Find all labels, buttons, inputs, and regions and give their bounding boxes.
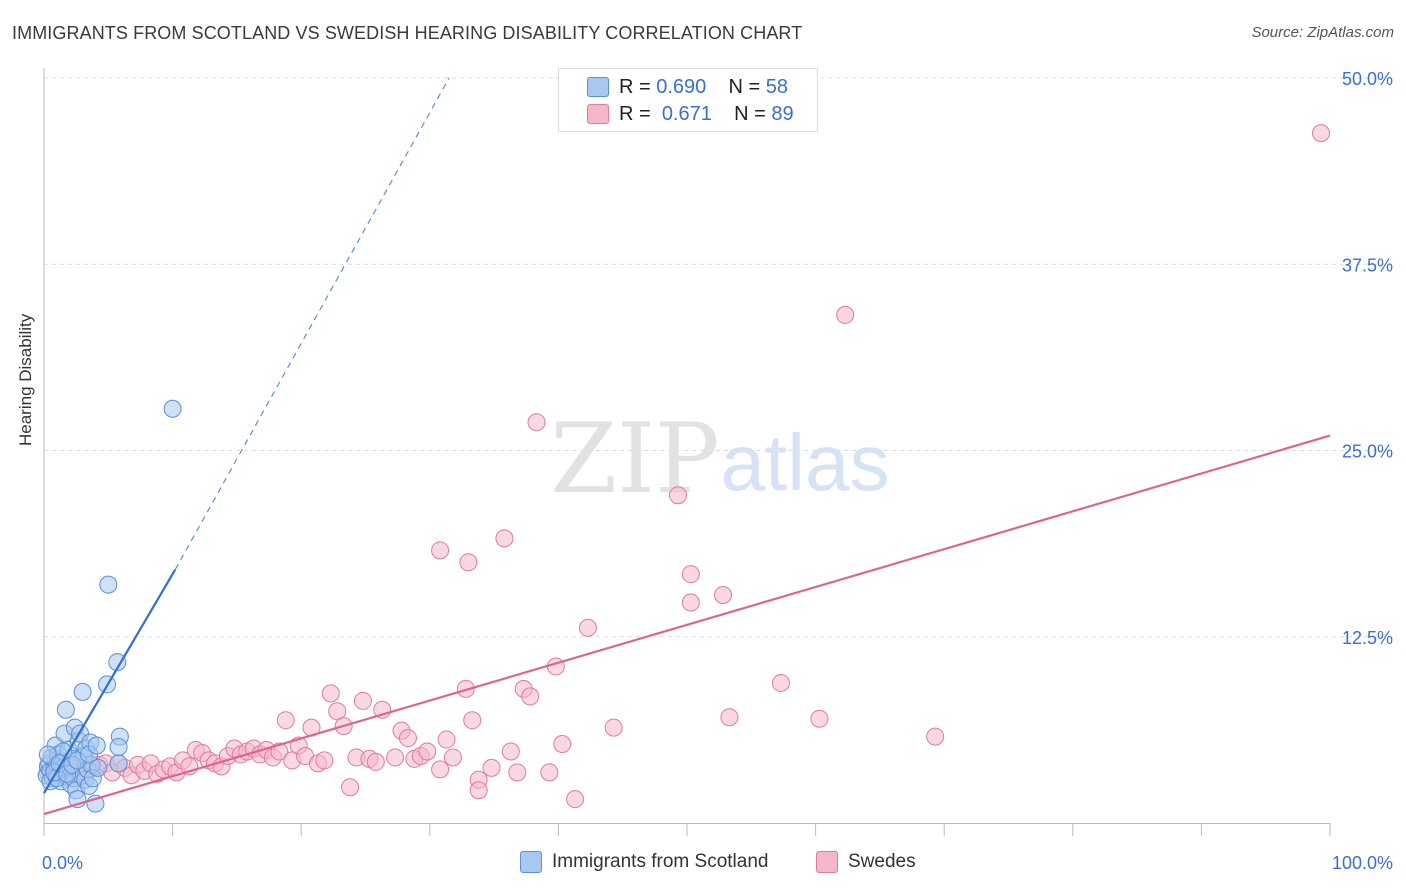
tick-labels: 12.5% 25.0% 37.5% 50.0% 0.0% 100.0% bbox=[42, 69, 1393, 873]
swedes-point bbox=[437, 730, 456, 749]
scotland-point bbox=[89, 758, 108, 777]
swedes-point bbox=[836, 305, 855, 324]
scotland-trend-line bbox=[43, 569, 177, 794]
swedes-trend-line bbox=[43, 434, 1331, 816]
swedes-point bbox=[668, 486, 687, 505]
trend-lines bbox=[43, 77, 1331, 816]
legend-swatch-blue bbox=[587, 77, 609, 97]
swedes-point bbox=[418, 742, 437, 761]
swedes-point bbox=[1311, 124, 1330, 143]
swedes-point bbox=[540, 763, 559, 782]
scotland-point bbox=[73, 682, 92, 701]
swedes-point bbox=[341, 778, 360, 797]
swedes-point bbox=[495, 529, 514, 548]
correlation-legend: R = 0.690 N = 58 R = 0.671 N = 89 bbox=[558, 68, 818, 132]
swedes-point bbox=[431, 760, 450, 779]
scotland-point bbox=[163, 399, 182, 418]
legend-row-scotland: R = 0.690 N = 58 bbox=[559, 74, 817, 100]
swedes-point bbox=[328, 702, 347, 721]
source-label: Source: ZipAtlas.com bbox=[1251, 24, 1394, 41]
swedes-point bbox=[398, 729, 417, 748]
y-tick-label: 50.0% bbox=[1342, 69, 1393, 89]
swedes-point bbox=[431, 541, 450, 560]
legend-r-label: R = bbox=[619, 102, 651, 125]
x-tick-label: 0.0% bbox=[42, 853, 83, 873]
scotland-point bbox=[108, 653, 127, 672]
swedes-point bbox=[681, 565, 700, 584]
y-tick-label: 37.5% bbox=[1342, 255, 1393, 275]
swedes-point bbox=[501, 742, 520, 761]
swedes-point bbox=[604, 718, 623, 737]
swedes-point bbox=[720, 708, 739, 727]
scotland-points bbox=[37, 399, 182, 813]
watermark: ZIP atlas bbox=[550, 403, 889, 515]
swedes-point bbox=[521, 687, 540, 706]
scotland-point bbox=[109, 738, 128, 757]
bottom-legend-label: Swedes bbox=[848, 851, 916, 872]
watermark-zip: ZIP bbox=[550, 403, 719, 515]
legend-n-label: N = bbox=[728, 75, 761, 98]
bottom-legend-scotland: Immigrants from Scotland bbox=[520, 851, 768, 873]
legend-swatch-pink bbox=[587, 104, 609, 124]
swedes-point bbox=[276, 711, 295, 730]
swedes-point bbox=[463, 711, 482, 730]
swedes-point bbox=[527, 413, 546, 432]
swedes-point bbox=[321, 684, 340, 703]
gridlines bbox=[44, 77, 1392, 638]
swedes-point bbox=[926, 727, 945, 746]
swedes-point bbox=[714, 586, 733, 605]
legend-r-label: R = bbox=[619, 75, 651, 98]
swedes-point bbox=[578, 618, 597, 637]
legend-text-scotland: R = 0.690 N = 58 bbox=[619, 76, 788, 99]
bottom-swatch-blue bbox=[520, 851, 542, 873]
swedes-point bbox=[771, 673, 790, 692]
axes bbox=[43, 68, 1331, 836]
bottom-legend-label: Immigrants from Scotland bbox=[552, 851, 769, 872]
swedes-point bbox=[315, 751, 334, 770]
legend-n-label: N = bbox=[734, 102, 766, 125]
swedes-point bbox=[681, 593, 700, 612]
swedes-point bbox=[566, 790, 585, 809]
swedes-point bbox=[353, 691, 372, 710]
swedes-point bbox=[386, 748, 405, 767]
scotland-trend-extension bbox=[174, 77, 450, 570]
y-tick-label: 12.5% bbox=[1342, 628, 1393, 648]
bottom-legend-swedes: Swedes bbox=[816, 851, 916, 873]
swedes-point bbox=[469, 781, 488, 800]
scotland-point bbox=[109, 754, 128, 773]
swedes-point bbox=[459, 553, 478, 572]
swedes-point bbox=[553, 735, 572, 754]
watermark-atlas: atlas bbox=[721, 418, 890, 507]
swedes-point bbox=[810, 709, 829, 728]
y-tick-label: 25.0% bbox=[1342, 442, 1393, 462]
legend-r-value: 0.690 bbox=[656, 75, 707, 98]
legend-n-value: 89 bbox=[771, 102, 794, 125]
scotland-point bbox=[87, 736, 106, 755]
x-tick-label: 100.0% bbox=[1332, 853, 1393, 873]
bottom-swatch-pink bbox=[816, 851, 838, 873]
legend-n-value: 58 bbox=[765, 75, 789, 98]
swedes-point bbox=[443, 748, 462, 767]
legend-r-value: 0.671 bbox=[661, 102, 712, 125]
swedes-point bbox=[366, 752, 385, 771]
y-axis-label: Hearing Disability bbox=[16, 313, 35, 446]
scotland-point bbox=[99, 575, 118, 594]
swedes-point bbox=[482, 758, 501, 777]
legend-row-swedes: R = 0.671 N = 89 bbox=[559, 101, 817, 127]
swedes-point bbox=[270, 742, 289, 761]
swedes-point bbox=[508, 763, 527, 782]
legend-text-swedes: R = 0.671 N = 89 bbox=[619, 103, 794, 126]
scotland-point bbox=[56, 700, 75, 719]
chart-title: IMMIGRANTS FROM SCOTLAND VS SWEDISH HEAR… bbox=[12, 23, 803, 43]
